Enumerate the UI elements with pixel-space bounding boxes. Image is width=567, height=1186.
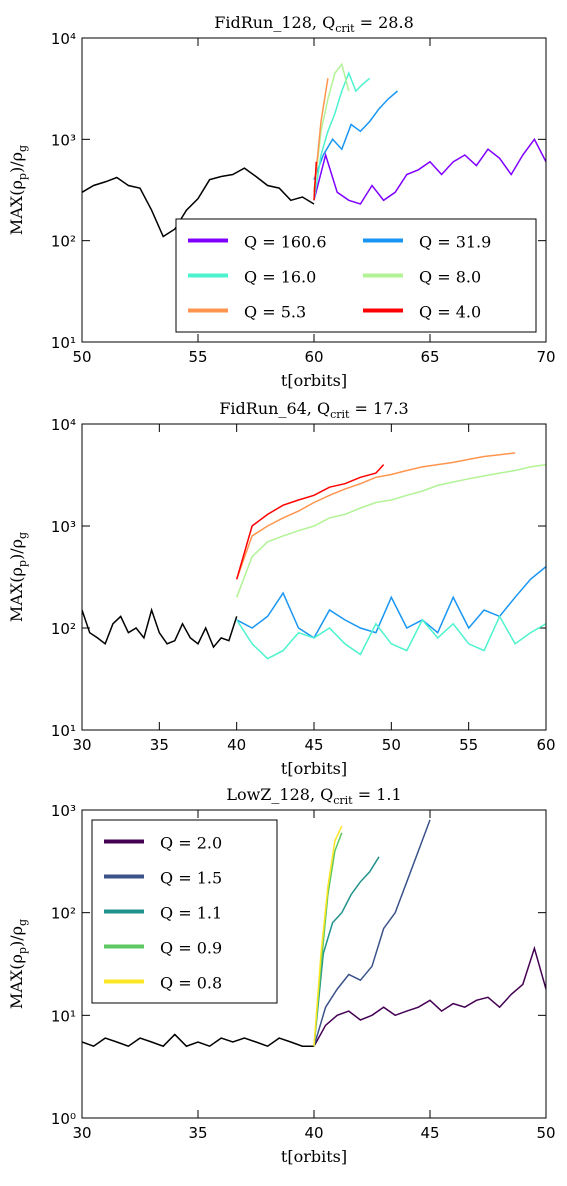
x-tick-label: 45 xyxy=(420,1124,439,1142)
x-tick-label: 30 xyxy=(72,736,91,754)
y-tick-label: 10² xyxy=(51,233,76,251)
text-part: )/ρ xyxy=(7,926,26,947)
y-tick-label: 10¹ xyxy=(51,1007,76,1025)
series-line xyxy=(235,464,385,580)
subscript: crit xyxy=(335,22,355,35)
subscript: p xyxy=(16,173,29,180)
legend-label: Q = 160.6 xyxy=(244,233,327,252)
y-tick-label: 10² xyxy=(51,905,76,923)
subscript: g xyxy=(16,919,29,926)
x-tick-label: 55 xyxy=(459,736,478,754)
text-part: MAX(ρ xyxy=(7,180,26,235)
subscript: g xyxy=(16,145,29,152)
text-part: = 1.1 xyxy=(353,785,402,804)
x-tick-label: 60 xyxy=(536,736,555,754)
series-line xyxy=(313,90,398,180)
y-tick-label: 10² xyxy=(51,620,76,638)
series-line xyxy=(313,819,431,1047)
plot-frame xyxy=(81,423,547,731)
y-tick-label: 10³ xyxy=(51,518,76,536)
text-part: )/ρ xyxy=(7,152,26,173)
x-axis-label: t[orbits] xyxy=(281,371,347,390)
y-tick-label: 10³ xyxy=(51,802,76,820)
series-line xyxy=(313,161,318,201)
x-tick-label: 35 xyxy=(188,1124,207,1142)
y-tick-label: 10⁰ xyxy=(51,1110,76,1128)
legend-label: Q = 1.5 xyxy=(160,869,222,888)
chart-title: FidRun_64, Qcrit = 17.3 xyxy=(219,399,408,421)
x-tick-label: 60 xyxy=(304,348,323,366)
legend-box xyxy=(175,218,537,333)
y-tick-label: 10⁴ xyxy=(51,30,76,48)
plot-frame xyxy=(81,37,547,343)
series-line xyxy=(82,607,238,649)
legend-label: Q = 8.0 xyxy=(419,268,481,287)
text-part: FidRun_128, Q xyxy=(214,13,335,32)
series-line xyxy=(235,452,516,580)
plot-frame xyxy=(81,809,547,1119)
x-tick-label: 50 xyxy=(382,736,401,754)
text-part: = 17.3 xyxy=(349,399,408,418)
subscript: crit xyxy=(330,408,350,421)
legend-label: Q = 16.0 xyxy=(244,268,316,287)
text-part: LowZ_128, Q xyxy=(226,785,333,804)
series-line xyxy=(236,566,546,639)
y-tick-label: 10¹ xyxy=(51,722,76,740)
y-axis-label: MAX(ρp)/ρg xyxy=(7,919,29,1009)
series-line xyxy=(82,167,315,238)
subscript: crit xyxy=(333,794,353,807)
series-line xyxy=(313,62,350,193)
x-tick-label: 35 xyxy=(150,736,169,754)
series-line xyxy=(236,614,546,660)
subscript: p xyxy=(16,560,29,567)
text-part: MAX(ρ xyxy=(7,567,26,622)
text-part: FidRun_64, Q xyxy=(219,399,330,418)
chart-title: FidRun_128, Qcrit = 28.8 xyxy=(214,13,414,35)
x-tick-label: 45 xyxy=(304,736,323,754)
y-tick-label: 10¹ xyxy=(51,334,76,352)
x-axis-label: t[orbits] xyxy=(281,759,347,778)
chart-title: LowZ_128, Qcrit = 1.1 xyxy=(226,785,401,807)
text-part: )/ρ xyxy=(7,539,26,560)
x-tick-label: 40 xyxy=(304,1124,323,1142)
legend-label: Q = 1.1 xyxy=(160,904,222,923)
text-part: MAX(ρ xyxy=(7,954,26,1009)
y-axis-label: MAX(ρp)/ρg xyxy=(7,145,29,235)
legend-label: Q = 0.8 xyxy=(160,974,222,993)
legend-label: Q = 0.9 xyxy=(160,939,222,958)
x-tick-label: 50 xyxy=(72,348,91,366)
series-line xyxy=(313,137,546,205)
x-tick-label: 55 xyxy=(188,348,207,366)
series-line xyxy=(235,463,546,598)
x-tick-label: 50 xyxy=(536,1124,555,1142)
legend-label: Q = 5.3 xyxy=(244,303,306,322)
subscript: p xyxy=(16,947,29,954)
series-line xyxy=(82,1033,314,1048)
y-tick-label: 10³ xyxy=(51,131,76,149)
x-tick-label: 65 xyxy=(420,348,439,366)
x-tick-label: 30 xyxy=(72,1124,91,1142)
x-tick-label: 70 xyxy=(536,348,555,366)
series-line xyxy=(313,856,380,1047)
legend-label: Q = 2.0 xyxy=(160,834,222,853)
series-line xyxy=(313,71,371,201)
legend-label: Q = 31.9 xyxy=(419,233,491,252)
x-axis-label: t[orbits] xyxy=(281,1147,347,1166)
subscript: g xyxy=(16,532,29,539)
y-tick-label: 10⁴ xyxy=(51,416,76,434)
text-part: = 28.8 xyxy=(355,13,414,32)
legend-label: Q = 4.0 xyxy=(419,303,481,322)
x-tick-label: 40 xyxy=(227,736,246,754)
series-line xyxy=(313,825,343,1047)
series-line xyxy=(313,945,546,1047)
y-axis-label: MAX(ρp)/ρg xyxy=(7,532,29,622)
